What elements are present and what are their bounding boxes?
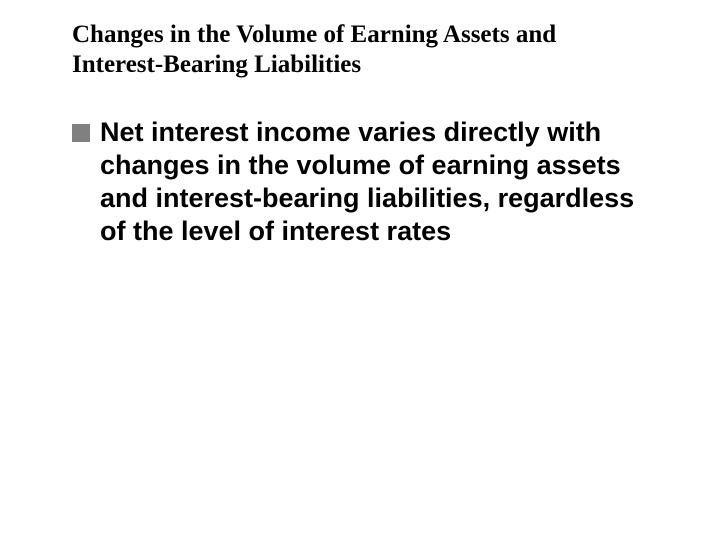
- slide: Changes in the Volume of Earning Assets …: [0, 0, 720, 540]
- slide-title: Changes in the Volume of Earning Assets …: [72, 20, 648, 80]
- bullet-item: Net interest income varies directly with…: [72, 116, 648, 248]
- slide-body: Net interest income varies directly with…: [72, 116, 648, 248]
- bullet-text: Net interest income varies directly with…: [100, 116, 648, 248]
- square-bullet-icon: [72, 124, 90, 142]
